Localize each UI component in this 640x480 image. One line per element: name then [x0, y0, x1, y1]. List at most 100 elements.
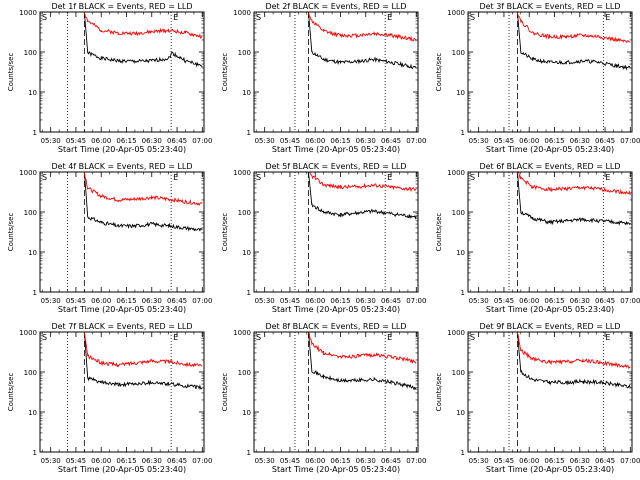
panel-title: Det 2f BLACK = Events, RED = LLD — [265, 2, 406, 11]
y-tick-label: 10 — [28, 409, 37, 417]
y-tick-label: 1 — [247, 289, 251, 297]
plot-frame — [253, 11, 419, 133]
x-tick-label: 05:30 — [255, 457, 275, 465]
panel-title: Det 5f BLACK = Events, RED = LLD — [265, 162, 406, 171]
y-tick-label: 100 — [24, 369, 37, 377]
x-tick-label: 06:45 — [167, 457, 187, 465]
y-tick-label: 1000 — [447, 329, 465, 337]
time-marker-label: S — [470, 173, 475, 182]
x-tick-label: 06:45 — [381, 137, 401, 145]
y-tick-label: 1 — [247, 129, 251, 137]
y-axis-label: Counts/sec — [7, 373, 15, 412]
panel-title: Det 9f BLACK = Events, RED = LLD — [479, 322, 620, 331]
plot-frame — [467, 331, 633, 453]
x-tick-label: 06:45 — [381, 457, 401, 465]
y-tick-label: 1 — [33, 289, 37, 297]
x-axis-label: Start Time (20-Apr-05 05:23:40) — [272, 465, 400, 474]
x-tick-label: 05:45 — [280, 457, 300, 465]
y-tick-label: 1 — [33, 129, 37, 137]
time-marker-label: E — [387, 13, 392, 22]
panel-title: Det 3f BLACK = Events, RED = LLD — [479, 2, 620, 11]
x-tick-label: 06:30 — [570, 457, 590, 465]
x-tick-label: 06:15 — [544, 137, 564, 145]
y-tick-label: 10 — [242, 409, 251, 417]
x-tick-label: 05:30 — [41, 137, 61, 145]
x-tick-label: 06:00 — [91, 137, 111, 145]
y-axis-label: Counts/sec — [7, 213, 15, 252]
time-marker-label: E — [605, 13, 610, 22]
x-tick-label: 05:30 — [41, 297, 61, 305]
x-tick-label: 06:45 — [167, 137, 187, 145]
x-tick-label: 06:30 — [142, 297, 162, 305]
y-axis-label: Counts/sec — [435, 53, 443, 92]
x-tick-label: 05:45 — [280, 137, 300, 145]
y-tick-label: 1000 — [19, 169, 37, 177]
plot-frame — [39, 171, 205, 293]
detector-panel-7: Det 7f BLACK = Events, RED = LLD Counts/s… — [7, 322, 212, 474]
time-marker-label: E — [605, 173, 610, 182]
x-tick-label: 06:45 — [595, 457, 615, 465]
time-marker-label: S — [42, 13, 47, 22]
x-tick-label: 07:00 — [620, 297, 640, 305]
x-tick-label: 05:30 — [469, 457, 489, 465]
y-tick-label: 1000 — [233, 329, 251, 337]
x-axis-label: Start Time (20-Apr-05 05:23:40) — [272, 305, 400, 314]
y-tick-label: 10 — [28, 89, 37, 97]
x-tick-label: 06:00 — [519, 457, 539, 465]
x-tick-label: 05:45 — [494, 297, 514, 305]
events-series-line — [83, 11, 203, 68]
panel-title: Det 7f BLACK = Events, RED = LLD — [51, 322, 192, 331]
x-tick-label: 06:15 — [330, 297, 350, 305]
y-tick-label: 100 — [452, 209, 465, 217]
x-tick-label: 06:30 — [356, 457, 376, 465]
x-tick-label: 06:15 — [544, 457, 564, 465]
x-tick-label: 06:00 — [305, 137, 325, 145]
plot-frame — [39, 331, 205, 453]
y-tick-label: 1 — [461, 289, 465, 297]
x-tick-label: 06:15 — [116, 137, 136, 145]
time-marker-label: E — [173, 173, 178, 182]
time-marker-label: S — [256, 333, 261, 342]
plot-frame — [253, 171, 419, 293]
y-tick-label: 1 — [461, 449, 465, 457]
time-marker-label: E — [387, 173, 392, 182]
time-marker-label: S — [470, 333, 475, 342]
detector-panel-2: Det 2f BLACK = Events, RED = LLD Counts/s… — [221, 2, 426, 154]
x-tick-label: 06:30 — [570, 297, 590, 305]
y-tick-label: 1 — [461, 129, 465, 137]
x-tick-label: 06:30 — [142, 137, 162, 145]
x-axis-label: Start Time (20-Apr-05 05:23:40) — [486, 465, 614, 474]
x-axis-label: Start Time (20-Apr-05 05:23:40) — [486, 145, 614, 154]
x-tick-label: 07:00 — [406, 297, 426, 305]
panel-title: Det 8f BLACK = Events, RED = LLD — [265, 322, 406, 331]
y-axis-label: Counts/sec — [221, 53, 229, 92]
time-marker-label: S — [256, 173, 261, 182]
detector-panel-4: Det 4f BLACK = Events, RED = LLD Counts/s… — [7, 162, 212, 314]
x-tick-label: 07:00 — [192, 457, 212, 465]
plot-frame — [467, 11, 633, 133]
x-tick-label: 06:45 — [595, 137, 615, 145]
panel-title: Det 4f BLACK = Events, RED = LLD — [51, 162, 192, 171]
x-tick-label: 05:30 — [469, 137, 489, 145]
y-tick-label: 10 — [242, 249, 251, 257]
y-tick-label: 100 — [24, 49, 37, 57]
y-tick-label: 1000 — [447, 9, 465, 17]
time-marker-label: E — [387, 333, 392, 342]
time-marker-label: S — [42, 173, 47, 182]
x-tick-label: 05:30 — [255, 297, 275, 305]
x-tick-label: 07:00 — [406, 457, 426, 465]
x-tick-label: 07:00 — [620, 457, 640, 465]
x-tick-label: 06:15 — [330, 457, 350, 465]
x-tick-label: 06:15 — [116, 457, 136, 465]
detector-panel-8: Det 8f BLACK = Events, RED = LLD Counts/s… — [221, 322, 426, 474]
x-tick-label: 06:15 — [544, 297, 564, 305]
x-tick-label: 06:15 — [116, 297, 136, 305]
detector-panel-5: Det 5f BLACK = Events, RED = LLD Counts/s… — [221, 162, 426, 314]
x-tick-label: 05:45 — [494, 137, 514, 145]
x-tick-label: 07:00 — [192, 137, 212, 145]
x-axis-label: Start Time (20-Apr-05 05:23:40) — [58, 145, 186, 154]
y-axis-label: Counts/sec — [221, 373, 229, 412]
time-marker-label: S — [42, 333, 47, 342]
x-tick-label: 06:00 — [519, 137, 539, 145]
